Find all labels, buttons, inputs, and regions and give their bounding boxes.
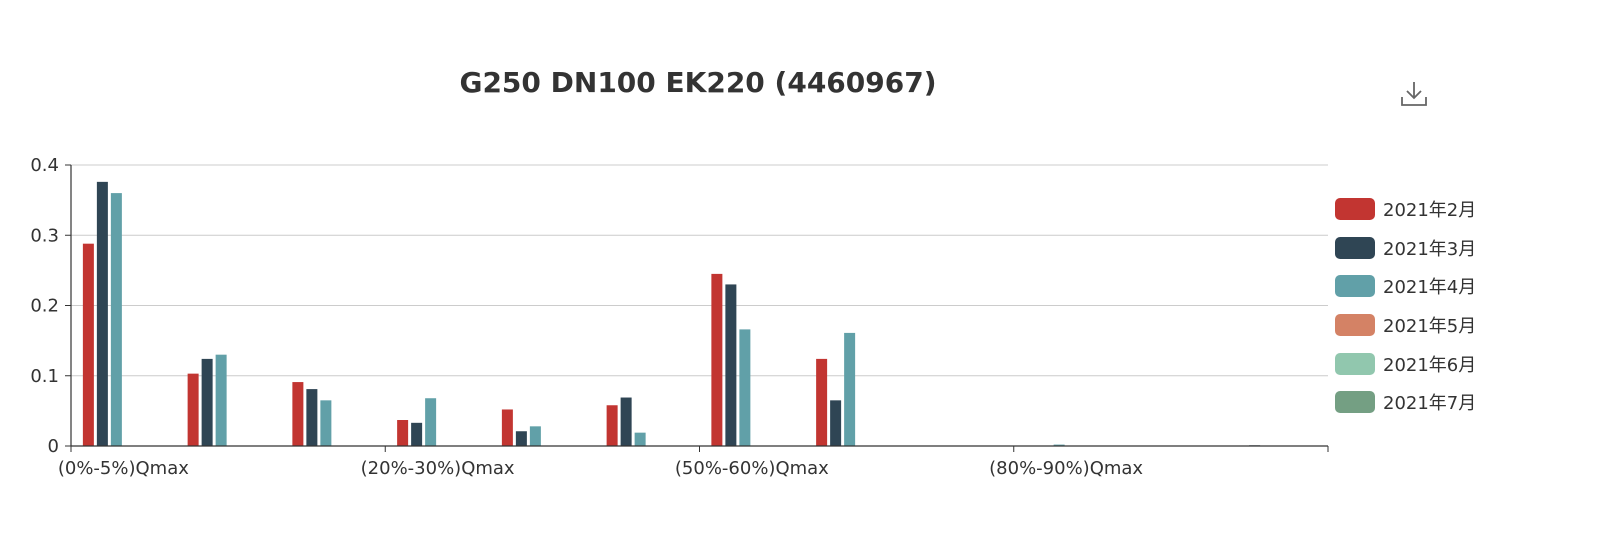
legend-swatch	[1335, 198, 1375, 221]
bar	[501, 409, 513, 446]
bar	[411, 422, 423, 446]
chart-legend: 2021年2月 2021年3月 2021年4月 2021年5月 2021年6月 2021年…	[1335, 190, 1476, 422]
y-tick-label: 0.3	[30, 225, 59, 246]
x-tick-label: (0%-5%)Qmax	[58, 458, 189, 479]
bar	[187, 373, 199, 446]
bar	[82, 243, 94, 446]
bar	[515, 431, 527, 446]
bar	[844, 332, 856, 446]
legend-label: 2021年7月	[1383, 393, 1477, 415]
bar	[201, 358, 213, 446]
legend-label: 2021年3月	[1383, 238, 1477, 260]
legend-swatch	[1335, 314, 1375, 337]
bar	[110, 193, 122, 446]
bar	[215, 354, 227, 446]
bar	[292, 382, 304, 446]
bar	[634, 432, 646, 446]
bar	[397, 420, 409, 446]
legend-label: 2021年4月	[1383, 277, 1477, 299]
legend-label: 2021年2月	[1383, 200, 1477, 222]
download-icon[interactable]	[1398, 78, 1430, 110]
legend-swatch	[1335, 391, 1375, 414]
bar	[96, 181, 108, 447]
bar	[320, 400, 332, 446]
bar	[725, 284, 737, 446]
bar	[711, 273, 723, 446]
legend-item[interactable]: 2021年5月	[1335, 306, 1476, 345]
legend-swatch	[1335, 236, 1375, 259]
legend-label: 2021年5月	[1383, 316, 1477, 338]
bar	[620, 397, 632, 446]
legend-swatch	[1335, 275, 1375, 298]
chart-title: G250 DN100 EK220 (4460967)	[459, 66, 937, 99]
y-tick-label: 0.1	[30, 366, 59, 387]
x-tick-label: (50%-60%)Qmax	[675, 458, 829, 479]
bar	[306, 389, 318, 446]
x-tick-label: (20%-30%)Qmax	[361, 458, 515, 479]
bar	[739, 329, 751, 446]
legend-item[interactable]: 2021年4月	[1335, 267, 1476, 306]
bar	[816, 358, 828, 446]
y-tick-label: 0.4	[30, 155, 59, 176]
bar	[425, 398, 437, 446]
legend-label: 2021年6月	[1383, 354, 1477, 376]
legend-item[interactable]: 2021年6月	[1335, 344, 1476, 383]
x-tick-label: (80%-90%)Qmax	[989, 458, 1143, 479]
bar	[529, 426, 541, 446]
y-tick-label: 0.2	[30, 296, 59, 317]
y-tick-label: 0	[48, 436, 59, 457]
bar	[606, 405, 618, 446]
legend-item[interactable]: 2021年3月	[1335, 229, 1476, 268]
legend-item[interactable]: 2021年2月	[1335, 190, 1476, 229]
bar	[1053, 444, 1065, 446]
legend-swatch	[1335, 352, 1375, 375]
legend-item[interactable]: 2021年7月	[1335, 383, 1476, 422]
bar	[830, 400, 842, 446]
